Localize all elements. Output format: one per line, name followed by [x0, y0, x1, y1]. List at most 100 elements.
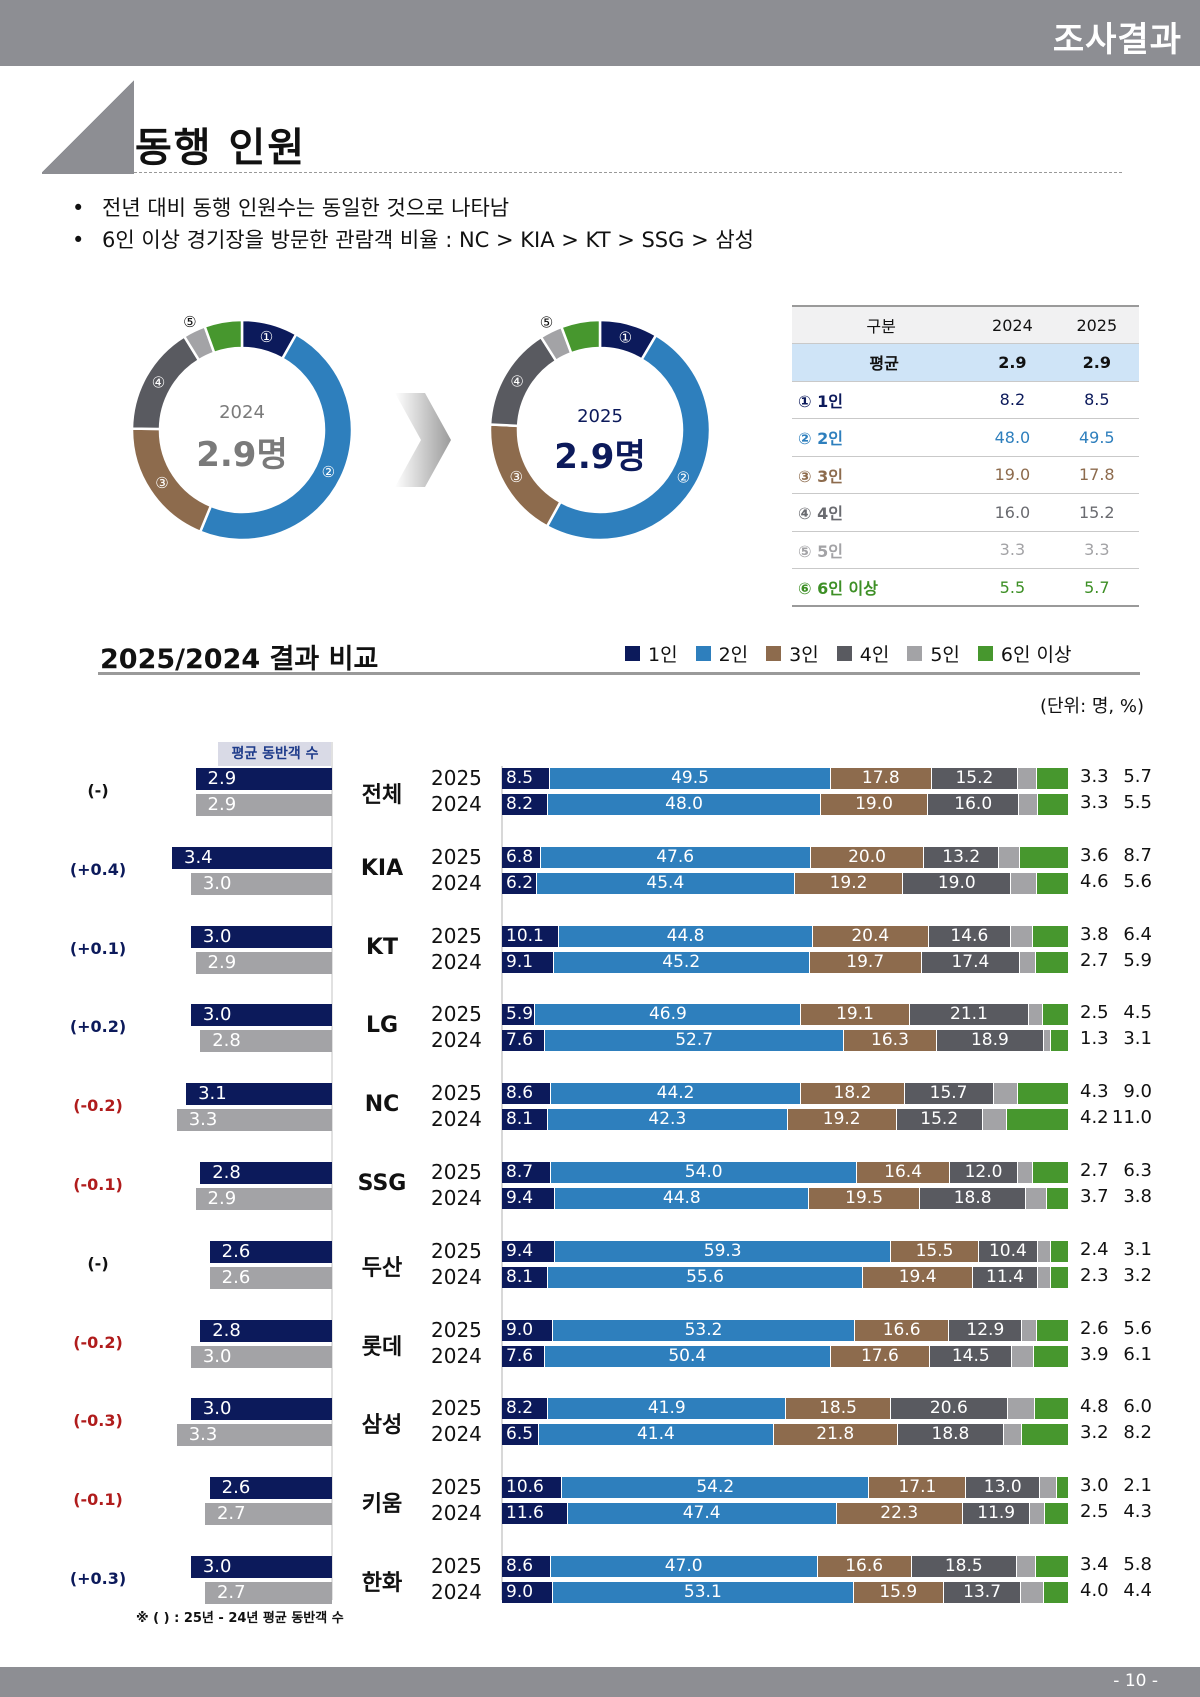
value-2025: 5.7: [1054, 568, 1139, 607]
bar-segment-two-person: 54.0: [551, 1162, 857, 1183]
bar-segment-two-person: 41.9: [548, 1398, 786, 1420]
value-five-person: 4.6: [1080, 870, 1109, 892]
team-group-1: (+0.4) 3.4 3.0 KIA 2025 6.8 47.6 20.0 13.2 3.6 8.7…: [0, 845, 1200, 897]
value-2024: 48.0: [970, 418, 1055, 457]
team-name: LG: [365, 1013, 399, 1039]
chart-legend: 1인 2인 3인 4인 5인 6인 이상: [625, 640, 1071, 667]
team-name: 롯데: [361, 1334, 403, 1360]
avg-bar-avg2024: 2.9: [195, 951, 332, 974]
bar-segment-one-person: 8.6: [502, 1083, 550, 1105]
year-label: 2024: [431, 1028, 482, 1053]
table-row: ⑤ 5인 3.3 3.3: [792, 531, 1139, 569]
bar-segment-four-person: 17.4: [921, 951, 1020, 973]
team-name: 두산: [361, 1255, 403, 1281]
legend-swatch: [695, 646, 711, 661]
value-2024: 5.5: [970, 568, 1055, 607]
value-five-person: 3.3: [1080, 766, 1109, 787]
table-row-mean: 평균 2.9 2.9: [792, 343, 1139, 382]
stacked-bar-r2025: 9.0 53.2 16.6 12.9: [502, 1319, 1069, 1341]
avg-bar-avg2025: 3.0: [190, 1004, 332, 1027]
team-group-6: (-) 2.6 2.6 두산 2025 9.4 59.3 15.5 10.4 2.4 3.1 2024…: [0, 1238, 1200, 1291]
avg-diff-label: (-): [87, 781, 109, 800]
stacked-bar-r2025: 8.6 44.2 18.2 15.7: [502, 1083, 1069, 1105]
value-five-person: 4.0: [1080, 1580, 1109, 1601]
bar-segment-six-plus: [1057, 1477, 1068, 1499]
year-label: 2024: [431, 1422, 482, 1447]
value-six-plus: 4.5: [1123, 1002, 1152, 1024]
bar-segment-one-person: 8.2: [502, 794, 548, 815]
bar-segment-one-person: 8.1: [502, 1109, 547, 1131]
bar-segment-three-person: 16.4: [857, 1162, 950, 1183]
table-row: ③ 3인 19.0 17.8: [792, 456, 1139, 494]
bar-segment-three-person: 17.1: [869, 1477, 966, 1499]
unit-label: (단위: 명, %): [1039, 696, 1144, 717]
bar-segment-three-person: 19.1: [801, 1004, 909, 1026]
value-five-person: 3.7: [1080, 1186, 1109, 1207]
avg-diff-label: (-0.3): [73, 1411, 123, 1431]
team-group-4: (-0.2) 3.1 3.3 NC 2025 8.6 44.2 18.2 15.7 4.3 9.0 2…: [0, 1081, 1200, 1133]
bar-segment-three-person: 19.7: [809, 951, 921, 973]
donut-marker-one-person: ①: [260, 328, 273, 346]
bar-segment-six-plus: [1036, 1556, 1068, 1577]
bar-segment-two-person: 49.5: [550, 768, 830, 789]
value-six-plus: 11.0: [1111, 1107, 1152, 1129]
team-group-9: (-0.1) 2.6 2.7 키움 2025 10.6 54.2 17.1 13.0 3.0 2.1…: [0, 1475, 1200, 1527]
bar-axis-line: [501, 766, 503, 1600]
bar-segment-one-person: 5.9: [502, 1004, 535, 1026]
title-divider: [134, 172, 1122, 173]
bar-segment-one-person: 8.7: [502, 1162, 551, 1183]
stacked-bar-r2024: 7.6 50.4 17.6 14.5: [502, 1345, 1069, 1367]
year-label: 2025: [431, 1554, 482, 1578]
stacked-bar-r2025: 10.6 54.2 17.1 13.0: [502, 1477, 1069, 1499]
year-label: 2024: [431, 792, 482, 816]
bar-segment-one-person: 6.2: [502, 872, 537, 894]
bar-segment-one-person: 8.5: [502, 768, 550, 789]
team-group-0: (-) 2.9 2.9 전체 2025 8.5 49.5 17.8 15.2 3.3 5.7 2024…: [0, 766, 1200, 818]
bar-segment-two-person: 53.2: [553, 1319, 855, 1341]
team-name: 삼성: [361, 1413, 403, 1439]
legend-label: 6인 이상: [1000, 644, 1072, 666]
bar-segment-one-person: 9.4: [502, 1188, 555, 1209]
donut-marker-four-person: ④: [510, 373, 523, 391]
bar-segment-two-person: 41.4: [538, 1424, 773, 1446]
bullet-item: 6인 이상 경기장을 방문한 관람객 비율 : NC > KIA > KT > …: [72, 224, 754, 256]
value-six-plus: 3.8: [1123, 1186, 1152, 1207]
avg-diff-label: (+0.1): [69, 938, 127, 958]
bar-segment-four-person: 10.4: [978, 1240, 1037, 1262]
team-group-7: (-0.2) 2.8 3.0 롯데 2025 9.0 53.2 16.6 12.9 2.6 5.6 2…: [0, 1317, 1200, 1370]
value-five-person: 4.8: [1080, 1396, 1109, 1418]
bar-segment-four-person: 15.2: [896, 1109, 982, 1131]
bar-segment-one-person: 11.6: [502, 1503, 567, 1525]
bar-segment-one-person: 8.6: [502, 1556, 550, 1577]
avg-diff-label: (-0.1): [73, 1175, 123, 1194]
avg-bar-avg2025: 3.1: [186, 1083, 332, 1106]
bar-segment-four-person: 14.6: [928, 925, 1011, 947]
value-six-plus: 6.4: [1123, 923, 1152, 945]
legend-item: 6인 이상: [977, 640, 1072, 667]
table-row: ② 2인 48.0 49.5: [792, 418, 1139, 457]
donut-slice-two-person: [198, 332, 354, 542]
value-five-person: 2.7: [1080, 1160, 1109, 1181]
year-label: 2025: [431, 1317, 482, 1342]
value-2025: 3.3: [1054, 531, 1139, 569]
donut-marker-one-person: ①: [619, 328, 632, 346]
avg-bar-avg2025: 3.0: [190, 925, 332, 948]
donut-marker-two-person: ②: [322, 463, 335, 481]
bar-segment-three-person: 15.9: [853, 1582, 943, 1603]
bar-segment-four-person: 12.0: [950, 1162, 1018, 1183]
bar-segment-three-person: 20.0: [810, 846, 924, 868]
bar-segment-six-plus: [1022, 1424, 1068, 1446]
bar-segment-five-person: [1018, 1162, 1033, 1183]
row-label: ③ 3인: [792, 456, 971, 494]
value-five-person: 4.3: [1080, 1081, 1109, 1103]
footnote: ※ ( ) : 25년 - 24년 평균 동반객 수: [136, 1611, 344, 1626]
stacked-bar-r2024: 8.1 42.3 19.2 15.2: [502, 1109, 1069, 1131]
value-five-person: 2.4: [1080, 1238, 1109, 1260]
bar-segment-one-person: 8.1: [502, 1266, 547, 1288]
bar-segment-three-person: 22.3: [836, 1503, 962, 1525]
row-label: ⑥ 6인 이상: [792, 568, 971, 607]
legend-swatch: [977, 646, 993, 661]
bar-segment-six-plus: [1047, 1188, 1068, 1209]
bar-segment-four-person: 13.0: [966, 1477, 1040, 1499]
bar-segment-four-person: 15.2: [931, 768, 1017, 789]
